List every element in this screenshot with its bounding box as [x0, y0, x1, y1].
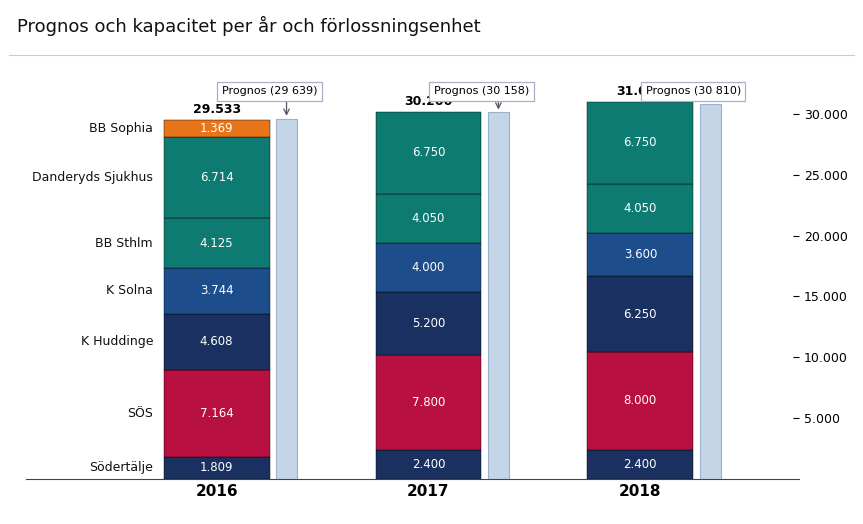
Bar [164, 120, 269, 137]
Bar [375, 112, 482, 194]
Bar [375, 450, 482, 478]
Text: 31.050: 31.050 [616, 85, 665, 98]
Bar [164, 314, 269, 370]
Text: 29.533: 29.533 [192, 103, 241, 116]
Text: 5.200: 5.200 [412, 316, 445, 330]
Text: 6.250: 6.250 [624, 308, 657, 321]
Text: 1.809: 1.809 [200, 461, 233, 474]
Text: 4.608: 4.608 [200, 335, 233, 348]
Bar [164, 268, 269, 314]
Bar [164, 370, 269, 457]
Text: 7.800: 7.800 [412, 396, 445, 409]
Bar [164, 218, 269, 268]
Bar [488, 112, 509, 478]
Bar [588, 277, 693, 352]
Bar [588, 233, 693, 277]
Text: 30.200: 30.200 [404, 95, 453, 108]
Bar [588, 450, 693, 478]
Bar [276, 119, 297, 478]
Bar [164, 457, 269, 478]
Bar [375, 243, 482, 292]
Text: 2.400: 2.400 [412, 457, 445, 471]
Text: 7.164: 7.164 [199, 407, 234, 420]
Text: Danderyds Sjukhus: Danderyds Sjukhus [32, 171, 153, 184]
Text: 6.714: 6.714 [199, 171, 234, 184]
Bar [375, 194, 482, 243]
Text: 4.125: 4.125 [200, 237, 233, 250]
Text: 3.744: 3.744 [200, 285, 233, 298]
Bar [164, 137, 269, 218]
Text: 4.050: 4.050 [412, 212, 445, 225]
Bar [700, 104, 721, 478]
Text: 4.000: 4.000 [412, 261, 445, 274]
Bar [375, 355, 482, 450]
Text: Prognos (29 639): Prognos (29 639) [222, 86, 318, 96]
Bar [375, 292, 482, 355]
Text: 6.750: 6.750 [412, 146, 445, 159]
Bar [588, 352, 693, 450]
Bar [588, 183, 693, 233]
Bar [588, 102, 693, 183]
Text: Prognos (30 158): Prognos (30 158) [434, 86, 529, 96]
Text: Södertälje: Södertälje [89, 461, 153, 474]
Text: K Solna: K Solna [106, 285, 153, 298]
Text: K Huddinge: K Huddinge [80, 335, 153, 348]
Text: 4.050: 4.050 [624, 202, 657, 215]
Text: 3.600: 3.600 [624, 248, 657, 261]
Text: 1.369: 1.369 [200, 122, 233, 135]
Text: Prognos och kapacitet per år och förlossningsenhet: Prognos och kapacitet per år och förloss… [17, 16, 481, 36]
Text: 8.000: 8.000 [624, 395, 657, 408]
Text: SÖS: SÖS [127, 407, 153, 420]
Text: BB Sophia: BB Sophia [89, 122, 153, 135]
Text: Prognos (30 810): Prognos (30 810) [646, 86, 741, 96]
Text: 6.750: 6.750 [624, 136, 657, 149]
Text: BB Sthlm: BB Sthlm [96, 237, 153, 250]
Text: 2.400: 2.400 [624, 457, 657, 471]
